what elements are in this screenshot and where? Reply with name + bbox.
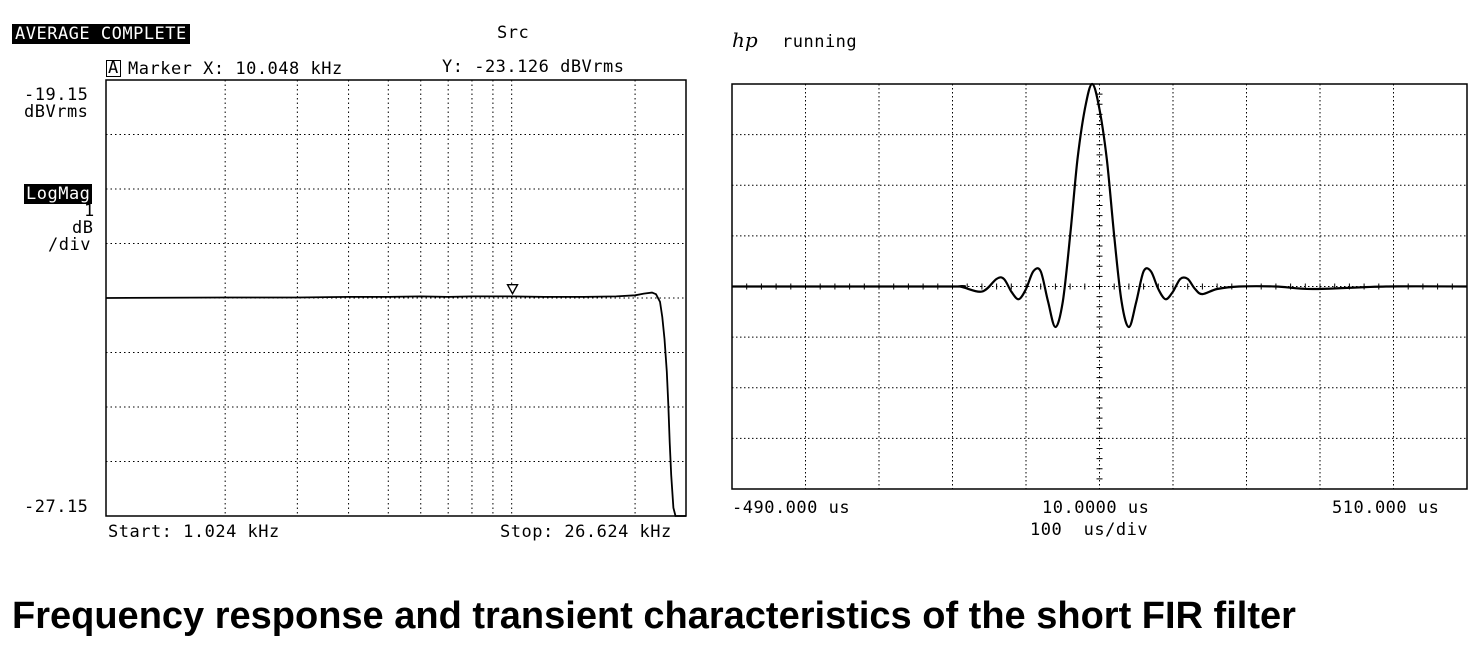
marker-triangle	[506, 283, 519, 296]
scale-div: /div	[48, 235, 91, 255]
status-banner: AVERAGE COMPLETE	[12, 24, 190, 44]
format-label: LogMag	[24, 184, 93, 204]
figure-caption: Frequency response and transient charact…	[12, 595, 1296, 637]
y-top-value: -19.15	[24, 85, 89, 105]
x-left-label: -490.000 us	[732, 498, 851, 518]
impulse-trace	[732, 82, 1468, 329]
start-label: Start: 1.024 kHz	[108, 522, 280, 542]
marker-x-readout: Marker X: 10.048 kHz	[128, 59, 343, 79]
frequency-trace	[105, 291, 686, 517]
marker-box: A	[106, 58, 121, 78]
stop-label: Stop: 26.624 kHz	[500, 522, 672, 542]
x-right-label: 510.000 us	[1332, 498, 1440, 518]
scale-unit: dB	[72, 218, 94, 238]
marker-y-readout: Y: -23.126 dBVrms	[442, 57, 625, 77]
format-label-text: LogMag	[24, 184, 93, 204]
hp-logo: hp	[732, 28, 758, 52]
transient-response-plot	[731, 82, 1468, 490]
channel-label: Src	[497, 23, 530, 43]
y-bottom-value: -27.15	[24, 497, 89, 517]
x-center-label: 10.0000 us	[1042, 498, 1150, 518]
time-div-label: 100 us/div	[1030, 520, 1149, 540]
status-text: AVERAGE COMPLETE	[12, 24, 190, 44]
frequency-response-plot	[105, 79, 687, 517]
scale-value: 1	[84, 201, 95, 221]
y-top-unit: dBVrms	[24, 102, 89, 122]
run-state: running	[782, 32, 858, 52]
